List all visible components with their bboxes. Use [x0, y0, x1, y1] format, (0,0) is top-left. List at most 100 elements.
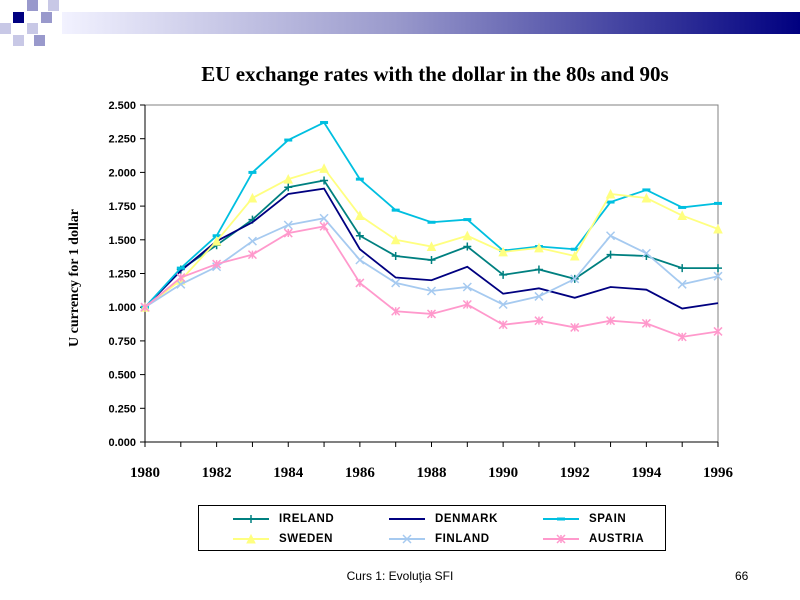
- data-point: [534, 242, 544, 253]
- data-point: [677, 279, 687, 289]
- x-tick-label: 1982: [202, 465, 232, 481]
- series-austria: [140, 221, 723, 342]
- data-point: [534, 316, 544, 326]
- data-point: [283, 228, 293, 238]
- legend-swatch: [389, 534, 425, 544]
- data-point: [462, 230, 473, 241]
- deco-square: [13, 12, 24, 23]
- data-point: [390, 234, 401, 245]
- deco-square: [27, 0, 38, 11]
- slide-footer: Curs 1: Evoluţia SFI: [346, 569, 454, 583]
- data-point: [391, 306, 401, 316]
- legend-item-denmark: DENMARK: [385, 512, 498, 526]
- deco-square: [13, 35, 24, 46]
- data-point: [605, 188, 616, 199]
- legend-item-finland: FINLAND: [385, 532, 490, 546]
- data-point: [570, 274, 580, 284]
- legend-swatch: [543, 534, 579, 544]
- legend-label: SPAIN: [589, 513, 627, 525]
- x-tick-label: 1994: [631, 465, 662, 481]
- line-chart: 0.000 0.250 0.500 0.750 1.000 1.250 1.500 1.750…: [108, 100, 734, 481]
- data-point: [355, 231, 364, 240]
- data-point: [714, 264, 722, 273]
- chart-title: EU exchange rates with the dollar in the…: [201, 62, 669, 86]
- data-point: [426, 241, 437, 252]
- page-number: 66: [735, 569, 749, 583]
- deco-square: [48, 0, 59, 11]
- data-point: [355, 278, 365, 288]
- data-point: [498, 320, 508, 330]
- data-point: [677, 332, 687, 342]
- data-point: [462, 282, 472, 292]
- legend-swatch: [389, 518, 425, 520]
- data-point: [211, 236, 222, 246]
- x-tick-label: 1980: [130, 465, 160, 481]
- legend-item-ireland: IRELAND: [229, 512, 334, 526]
- data-point: [426, 286, 437, 296]
- data-point: [140, 302, 150, 312]
- data-point: [677, 210, 687, 221]
- data-point: [247, 515, 255, 523]
- data-point: [391, 278, 401, 288]
- data-point: [570, 322, 580, 332]
- data-point: [247, 250, 257, 260]
- data-point: [641, 248, 651, 258]
- data-point: [606, 231, 616, 241]
- data-point: [641, 318, 651, 328]
- data-point: [319, 163, 329, 173]
- x-tick-label: 1986: [345, 465, 376, 481]
- plot-area: [144, 104, 719, 443]
- legend-label: SWEDEN: [279, 533, 334, 545]
- deco-square: [41, 12, 52, 23]
- data-point: [534, 265, 543, 274]
- data-point: [462, 299, 472, 310]
- data-point: [320, 176, 329, 185]
- y-tick-label: 1.500: [108, 235, 136, 247]
- data-point: [427, 256, 436, 265]
- y-tick-label: 0.500: [108, 370, 136, 382]
- data-point: [426, 309, 437, 319]
- data-point: [641, 192, 652, 203]
- data-point: [176, 279, 186, 289]
- y-tick-label: 0.250: [108, 403, 136, 415]
- data-point: [391, 251, 400, 260]
- legend-label: IRELAND: [279, 513, 335, 525]
- data-point: [284, 183, 293, 192]
- data-point: [319, 221, 329, 231]
- data-point: [355, 210, 365, 221]
- data-point: [678, 264, 687, 273]
- data-point: [283, 220, 293, 230]
- header-band: [62, 12, 800, 34]
- y-tick-label: 0.000: [108, 437, 136, 449]
- legend-item-spain: SPAIN: [539, 512, 626, 526]
- data-point: [713, 326, 723, 336]
- deco-square: [27, 23, 38, 34]
- y-tick-label: 1.250: [108, 269, 136, 281]
- data-point: [569, 250, 580, 261]
- y-tick-label: 2.250: [108, 134, 136, 146]
- data-point: [498, 299, 508, 310]
- legend-label: AUSTRIA: [589, 533, 645, 545]
- legend-swatch: [233, 515, 269, 523]
- data-point: [556, 534, 566, 544]
- x-tick-label: 1996: [703, 465, 734, 481]
- data-point: [713, 223, 723, 234]
- legend-label: DENMARK: [435, 513, 498, 525]
- data-point: [606, 250, 615, 259]
- x-tick-label: 1990: [488, 465, 518, 481]
- x-tick-label: 1992: [560, 465, 590, 481]
- legend-item-austria: AUSTRIA: [539, 532, 644, 546]
- y-tick-label: 2.500: [108, 100, 136, 112]
- chart-legend: IRELAND DENMARK SPAIN SWEDEN FINLAND AUSTRIA: [198, 505, 666, 551]
- x-tick-label: 1988: [417, 465, 447, 481]
- legend-item-sweden: SWEDEN: [229, 532, 333, 546]
- data-point: [283, 174, 294, 184]
- y-tick-label: 0.750: [108, 336, 136, 348]
- y-tick-label: 2.000: [108, 167, 136, 179]
- series-finland: [140, 213, 723, 312]
- data-point: [247, 192, 258, 203]
- deco-square: [0, 23, 11, 34]
- data-point: [355, 255, 365, 265]
- data-point: [498, 246, 508, 257]
- slide-header-decoration: [0, 0, 800, 46]
